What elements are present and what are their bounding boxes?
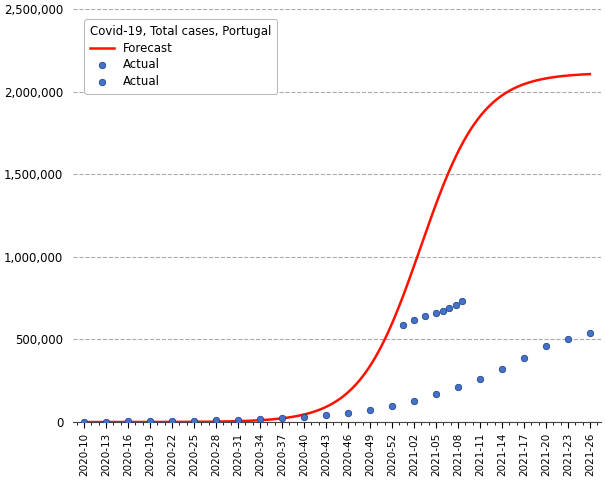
Actual [277, 414, 287, 422]
Actual [541, 342, 551, 350]
Forecast [484, 105, 491, 110]
Actual [444, 304, 454, 312]
Actual [145, 417, 155, 425]
Actual [431, 309, 441, 317]
Forecast [586, 71, 594, 77]
Actual [79, 418, 89, 426]
Actual [101, 418, 111, 425]
Actual [475, 375, 485, 383]
Actual [585, 329, 595, 336]
Actual [299, 413, 309, 421]
Actual [233, 416, 243, 423]
Actual [321, 411, 331, 419]
Actual [343, 409, 353, 417]
Actual [409, 316, 419, 324]
Actual [123, 418, 133, 425]
Forecast [132, 419, 139, 425]
Actual [437, 308, 447, 315]
Actual [431, 390, 441, 398]
Actual [387, 402, 397, 409]
Actual [409, 397, 419, 405]
Forecast [428, 214, 435, 219]
Actual [189, 417, 199, 424]
Actual [167, 417, 177, 425]
Forecast [285, 415, 292, 420]
Actual [365, 406, 375, 413]
Legend: Forecast, Actual, Actual: Forecast, Actual, Actual [84, 19, 278, 94]
Actual [451, 301, 460, 309]
Forecast [303, 411, 310, 417]
Actual [255, 415, 265, 423]
Line: Forecast: Forecast [84, 74, 590, 422]
Actual [563, 336, 573, 343]
Forecast [475, 115, 482, 121]
Actual [211, 416, 221, 424]
Actual [457, 298, 467, 305]
Actual [420, 312, 430, 320]
Actual [398, 321, 408, 328]
Forecast [80, 419, 88, 425]
Actual [497, 365, 507, 373]
Actual [453, 384, 463, 391]
Actual [519, 354, 529, 361]
